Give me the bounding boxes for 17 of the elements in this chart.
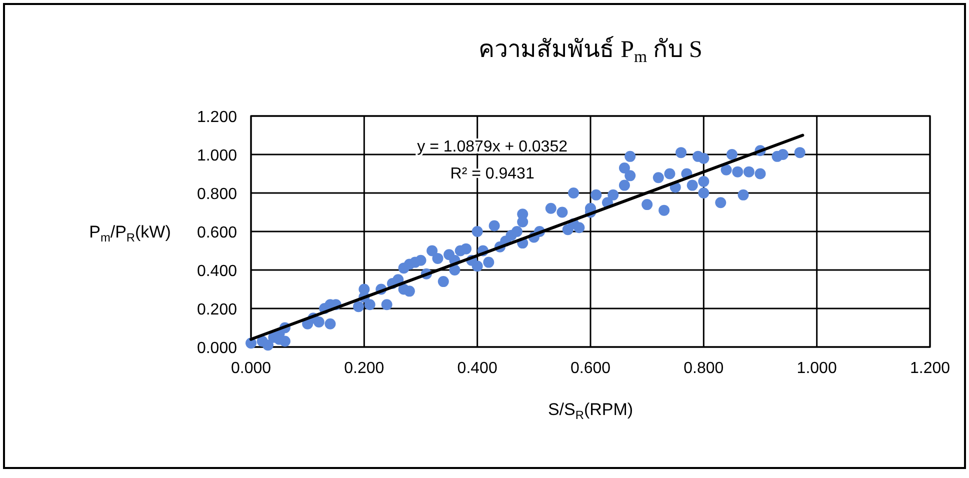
y-tick-label: 1.200 xyxy=(196,109,238,126)
x-tick-label: 0.200 xyxy=(344,360,384,377)
x-axis-title: S/S$_{R}$(RPM) xyxy=(548,400,634,422)
y-tick-label: 0.400 xyxy=(196,263,238,280)
y-tick-label: 0.800 xyxy=(196,186,238,203)
y-axis-title: P$_{m}$/P$_{R}$(kW) xyxy=(89,222,171,244)
y-tick-label: 0.200 xyxy=(196,302,238,318)
x-tick-label: 0.400 xyxy=(457,360,498,377)
y-tick-label: 0.000 xyxy=(196,340,238,357)
x-tick-label: 0.000 xyxy=(230,360,272,377)
y-tick-label: 1.000 xyxy=(196,148,238,164)
x-tick-label: 1.000 xyxy=(796,360,837,377)
x-tick-label: 0.600 xyxy=(570,360,611,377)
y-tick-label: 0.600 xyxy=(196,224,238,242)
chart-title: ความสัมพันธ์ P$_{m}$ กับ S xyxy=(478,35,702,66)
x-tick-label: 1.200 xyxy=(910,360,950,377)
x-tick-label: 0.800 xyxy=(684,360,724,377)
